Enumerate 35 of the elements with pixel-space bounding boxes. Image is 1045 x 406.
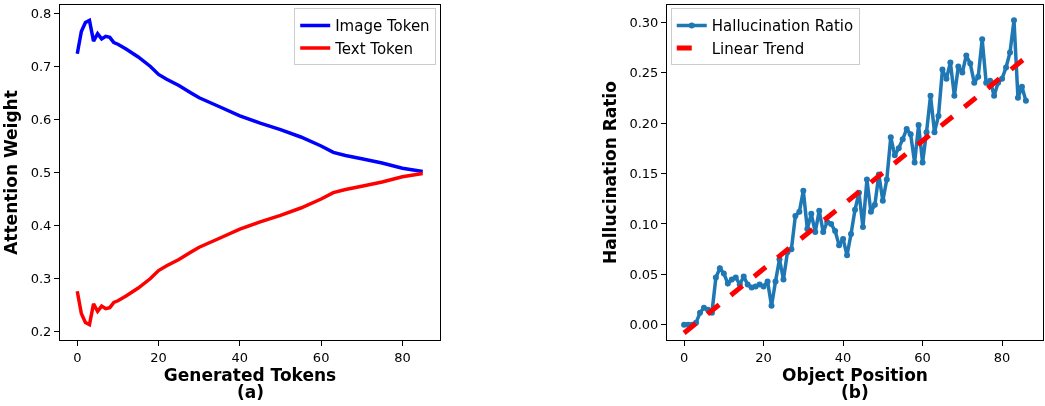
y-tick-label: 0.6 <box>30 112 52 128</box>
x-tick-label: 60 <box>914 349 931 365</box>
x-tick-label: 0 <box>679 349 689 365</box>
x-tick-label: 20 <box>150 349 167 365</box>
y-tick-label: 0.8 <box>30 6 52 22</box>
line-series <box>75 171 425 327</box>
legend-label: Hallucination Ratio <box>711 17 854 36</box>
y-tick-label: 0.10 <box>629 216 659 232</box>
y-tick-label: 0.4 <box>30 218 52 234</box>
legend-label: Text Token <box>334 39 413 58</box>
y-tick-label: 0.15 <box>629 166 659 182</box>
x-tick-label: 60 <box>312 349 330 365</box>
y-tick-label: 0.3 <box>30 271 52 287</box>
y-axis-title: Attention Weight <box>1 90 22 255</box>
x-tick-label: 40 <box>834 349 852 365</box>
y-tick-label: 0.20 <box>629 115 659 131</box>
text: (b) <box>841 382 869 402</box>
y-tick-label: 0.25 <box>629 65 659 81</box>
y-tick-label: 0.7 <box>30 59 52 75</box>
y-axis-title: Hallucination Ratio <box>600 81 620 264</box>
x-tick-label: 40 <box>231 349 249 365</box>
legend-label: Linear Trend <box>711 39 805 58</box>
x-tick-label: 0 <box>73 349 82 365</box>
y-tick-label: 0.30 <box>629 14 659 30</box>
y-tick-label: 0.05 <box>629 266 659 282</box>
x-tick-label: 20 <box>755 349 772 365</box>
x-axis-title: Generated Tokens <box>163 364 337 385</box>
x-tick-label: 80 <box>394 349 411 365</box>
x-tick-label: 80 <box>993 349 1011 365</box>
y-tick-label: 0.5 <box>30 165 52 181</box>
y-tick-label: 0.00 <box>629 317 659 333</box>
x-axis-title: Object Position <box>782 364 928 385</box>
y-tick-label: 0.2 <box>30 324 52 340</box>
legend-label: Image Token <box>335 17 430 36</box>
text: (a) <box>237 382 265 402</box>
